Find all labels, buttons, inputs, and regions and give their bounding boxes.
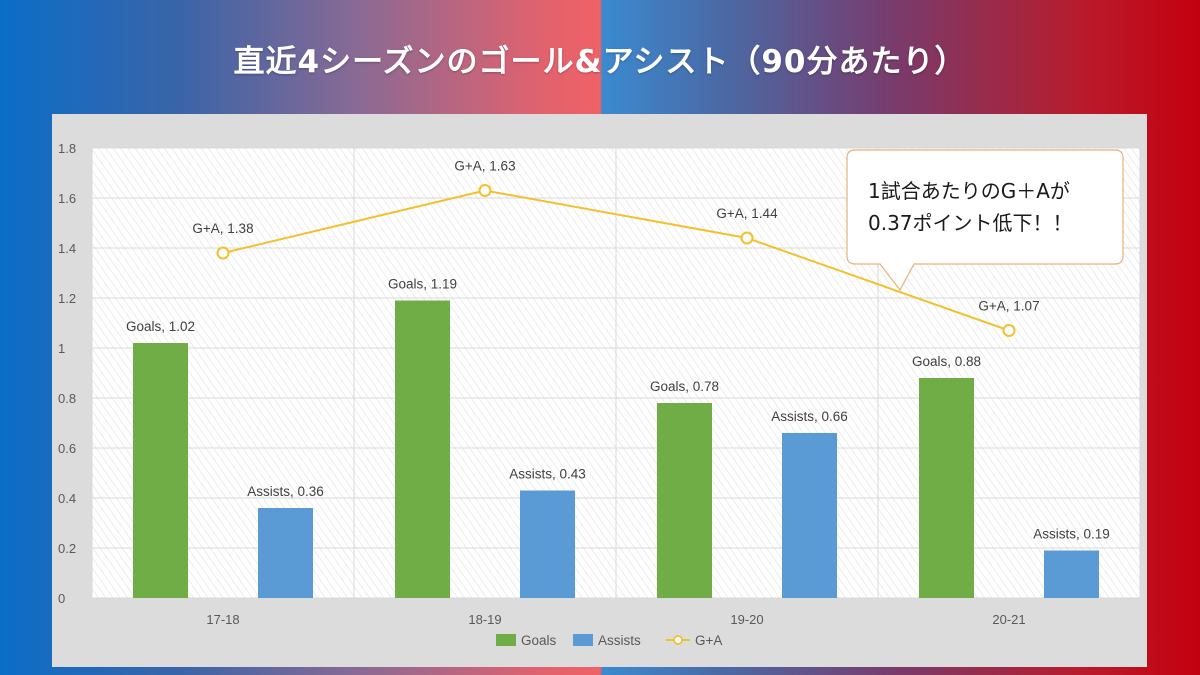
bar-goals-0: [133, 343, 188, 598]
y-tick-label: 0.8: [58, 391, 76, 406]
ga-line: [216, 184, 1016, 337]
legend-swatch-goals: [496, 634, 516, 646]
x-tick-label: 19-20: [730, 612, 763, 627]
chart-svg: 00.20.40.60.811.21.41.61.8 Goals, 1.02Go…: [58, 141, 1141, 648]
legend-label: G+A: [695, 633, 722, 648]
data-label: Goals, 0.88: [912, 354, 981, 369]
x-tick-label: 20-21: [992, 612, 1025, 627]
y-tick-label: 1.2: [58, 291, 76, 306]
bar-assists-0: [258, 508, 313, 598]
data-label: Assists, 0.36: [247, 484, 324, 499]
ga-point-3: [1002, 324, 1016, 337]
data-label: G+A, 1.07: [978, 299, 1039, 314]
data-label: Goals, 1.02: [126, 319, 195, 334]
data-label: Assists, 0.43: [509, 467, 586, 482]
y-tick-label: 0.6: [58, 441, 76, 456]
y-tick-label: 1.8: [58, 141, 76, 156]
y-tick-label: 1.4: [58, 241, 76, 256]
data-label: G+A, 1.63: [454, 159, 515, 174]
legend-label: Goals: [521, 633, 557, 648]
data-label: Goals, 1.19: [388, 277, 457, 292]
data-label: Goals, 0.78: [650, 379, 719, 394]
bar-assists-1: [520, 490, 575, 598]
callout-line-2: 0.37ポイント低下！！: [868, 211, 1073, 235]
y-tick-label: 0.2: [58, 541, 76, 556]
data-label: Assists, 0.19: [1033, 527, 1110, 542]
gridlines: [91, 147, 1141, 599]
bar-assists-3: [1044, 550, 1099, 598]
legend-line-marker: [673, 635, 683, 645]
y-tick-label: 0.4: [58, 491, 76, 506]
callout-bubble: [846, 149, 1124, 292]
bar-goals-3: [919, 378, 974, 598]
bar-goals-1: [395, 300, 450, 598]
bar-goals-2: [657, 403, 712, 598]
data-label: Assists, 0.66: [771, 409, 848, 424]
ga-point-0: [216, 246, 230, 260]
callout-line-1: 1試合あたりのG＋Aが: [868, 179, 1070, 203]
y-tick-label: 0: [58, 591, 65, 606]
page-title: 直近4シーズンのゴール&アシスト（90分あたり）: [233, 44, 967, 80]
callout: 1試合あたりのG＋Aが 0.37ポイント低下！！: [846, 149, 1124, 292]
ga-series-line: [222, 189, 1010, 332]
bar-assists-2: [782, 433, 837, 598]
legend-swatch-assists: [573, 634, 593, 646]
legend-label: Assists: [598, 633, 641, 648]
data-label: G+A, 1.38: [192, 221, 253, 236]
y-tick-label: 1: [58, 341, 65, 356]
bars: [133, 300, 1099, 598]
y-tick-label: 1.6: [58, 191, 76, 206]
legend: Goals Assists G+A: [496, 633, 722, 648]
data-label: G+A, 1.44: [716, 206, 778, 221]
data-labels: Goals, 1.02 Goals, 1.19 Goals, 0.78 Goals, …: [126, 159, 1110, 542]
chart-panel: 0 0.2 0.4 0.6 0.8 1 1.2 1.4 1.6 1.8 Goals, 1.02 Go…: [52, 114, 1147, 667]
y-axis-ticks: 0 0.2 0.4 0.6 0.8 1 1.2 1.4 1.6 1.8: [58, 141, 76, 606]
ga-point-2: [740, 231, 754, 245]
x-axis-ticks: 17-18 18-19 19-20 20-21: [206, 612, 1025, 627]
x-tick-label: 18-19: [468, 612, 501, 627]
ga-point-1: [478, 184, 492, 197]
x-tick-label: 17-18: [206, 612, 239, 627]
